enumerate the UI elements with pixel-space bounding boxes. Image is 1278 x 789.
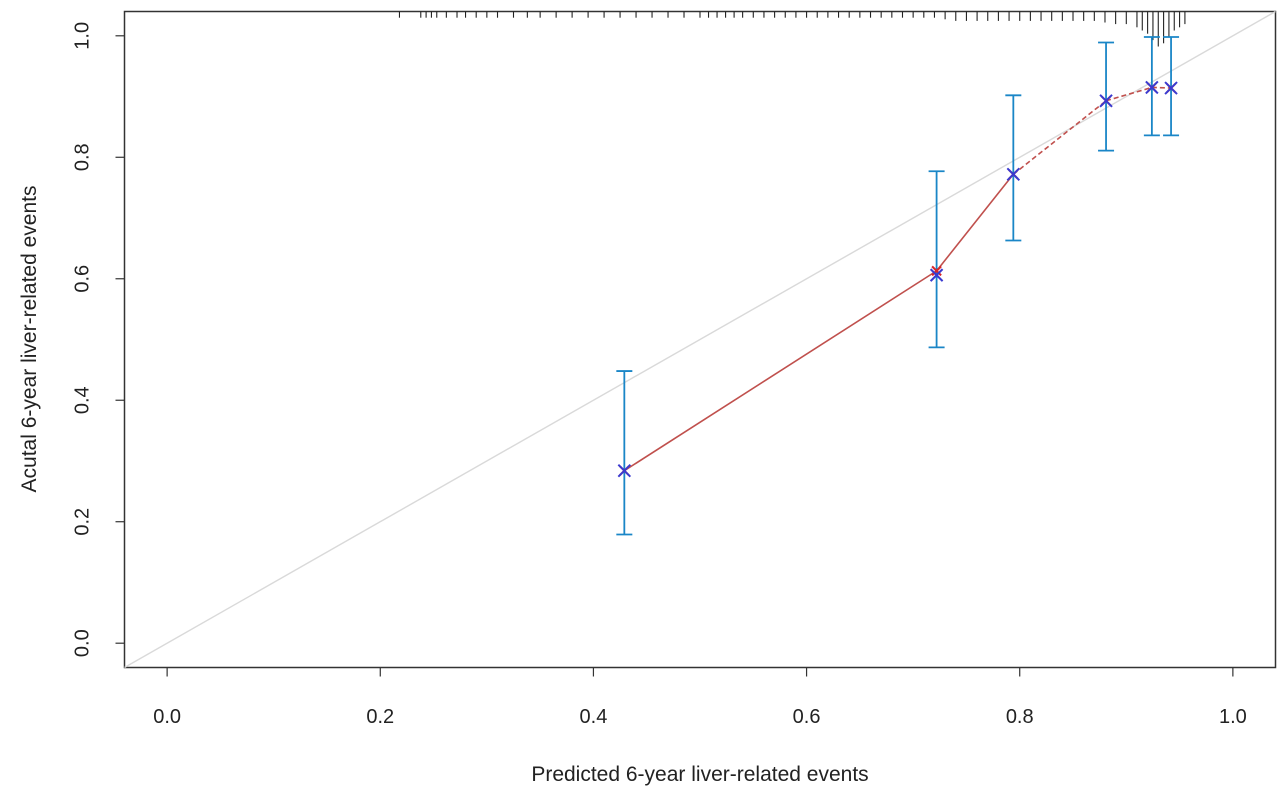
estimate-point-marker xyxy=(1164,81,1178,95)
y-tick-label: 0.0 xyxy=(72,629,94,657)
error-bar xyxy=(616,370,633,536)
x-axis-title: Predicted 6-year liver-related events xyxy=(531,763,868,786)
estimate-point-marker-stroke xyxy=(617,463,632,478)
y-tick-label: 0.2 xyxy=(72,508,94,536)
error-bar xyxy=(928,170,945,349)
x-tick-label: 0.4 xyxy=(580,706,608,728)
observed-point-marker-stroke xyxy=(931,265,942,277)
estimate-point-marker xyxy=(617,463,632,478)
y-tick-label: 1.0 xyxy=(72,22,94,50)
error-bar xyxy=(1163,36,1180,137)
estimate-point-marker xyxy=(1006,167,1021,181)
x-tick-label: 0.0 xyxy=(153,706,181,728)
estimate-point-marker xyxy=(1099,94,1113,108)
observed-curve-segment xyxy=(1151,86,1172,89)
series-layer xyxy=(616,36,1180,536)
observed-curve-segment xyxy=(1012,100,1107,175)
estimate-point-marker-stroke xyxy=(929,268,944,282)
observed-curve-segment xyxy=(935,173,1014,272)
estimate-point-marker-stroke xyxy=(1145,80,1159,95)
error-bar xyxy=(1098,41,1115,152)
estimate-point-marker xyxy=(929,268,944,282)
error-bar xyxy=(1005,94,1022,242)
ideal-diagonal-line xyxy=(124,10,1276,669)
observed-curve-segment xyxy=(623,270,938,472)
observed-curve-segment xyxy=(1105,86,1153,102)
y-tick-label: 0.4 xyxy=(72,386,94,414)
rug-plot xyxy=(398,11,1186,47)
x-tick-label: 0.2 xyxy=(366,706,394,728)
estimate-point-marker-stroke xyxy=(1099,94,1113,108)
axes: 0.0 0.2 0.4 0.6 0.8 1.0 0.0 0.2 0.4 0.6 0.8 1.0 xyxy=(72,22,1247,728)
x-tick-label: 0.6 xyxy=(793,706,821,728)
y-tick-label: 0.6 xyxy=(72,265,94,293)
estimate-point-marker-stroke xyxy=(1006,167,1021,181)
y-tick-label: 0.8 xyxy=(72,143,94,171)
estimate-point-marker xyxy=(1145,80,1159,95)
reference-line xyxy=(124,10,1276,669)
y-axis-title: Acutal 6-year liver-related events xyxy=(18,186,41,493)
estimate-point-marker-stroke xyxy=(1164,81,1178,95)
observed-point-marker xyxy=(931,265,942,277)
x-tick-label: 0.8 xyxy=(1006,706,1034,728)
x-tick-label: 1.0 xyxy=(1219,706,1247,728)
